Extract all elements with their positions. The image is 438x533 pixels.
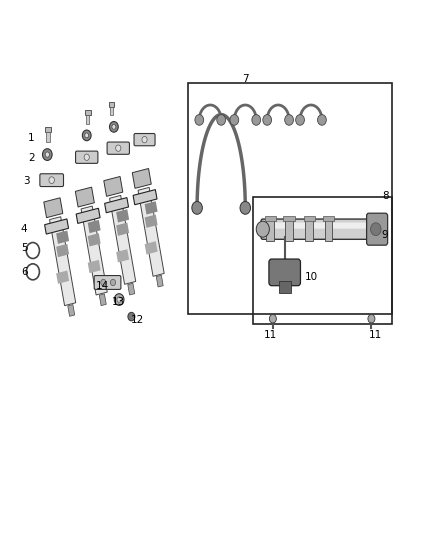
Polygon shape [105, 198, 128, 213]
Circle shape [285, 115, 293, 125]
Circle shape [45, 152, 49, 157]
Polygon shape [133, 190, 157, 205]
Polygon shape [88, 260, 101, 273]
Circle shape [217, 115, 226, 125]
Text: 3: 3 [23, 176, 30, 186]
Circle shape [49, 177, 54, 183]
Circle shape [42, 149, 52, 160]
Polygon shape [99, 294, 106, 305]
Bar [283, 216, 295, 221]
Circle shape [142, 136, 147, 143]
Bar [323, 216, 334, 221]
Polygon shape [145, 241, 158, 254]
Circle shape [269, 314, 276, 323]
Polygon shape [56, 271, 69, 284]
Text: 11: 11 [264, 330, 277, 340]
Polygon shape [128, 283, 135, 295]
FancyBboxPatch shape [134, 133, 155, 146]
Text: 8: 8 [382, 191, 389, 201]
Circle shape [252, 115, 261, 125]
Bar [45, 127, 51, 132]
Polygon shape [81, 206, 107, 295]
Polygon shape [116, 249, 129, 262]
Polygon shape [116, 209, 129, 222]
Circle shape [112, 124, 116, 130]
Bar [109, 102, 114, 107]
Polygon shape [88, 220, 101, 233]
Text: 7: 7 [242, 74, 249, 84]
Circle shape [82, 130, 91, 141]
Bar [46, 132, 50, 142]
FancyBboxPatch shape [367, 213, 388, 245]
Polygon shape [56, 231, 69, 244]
Circle shape [85, 133, 88, 138]
Circle shape [110, 122, 118, 132]
Circle shape [101, 279, 106, 286]
Polygon shape [76, 208, 100, 223]
Polygon shape [49, 217, 76, 305]
Bar [86, 115, 89, 124]
Circle shape [116, 145, 121, 151]
Bar [266, 217, 274, 241]
Circle shape [114, 294, 124, 305]
Bar [279, 281, 291, 293]
FancyBboxPatch shape [94, 276, 121, 289]
Polygon shape [104, 176, 123, 196]
Text: 2: 2 [28, 153, 35, 163]
Circle shape [368, 314, 375, 323]
Circle shape [371, 223, 381, 236]
Polygon shape [56, 244, 69, 257]
FancyBboxPatch shape [261, 219, 370, 239]
Text: 13: 13 [112, 297, 125, 306]
Circle shape [263, 115, 272, 125]
Text: 4: 4 [21, 224, 28, 234]
Circle shape [240, 201, 251, 214]
Bar [305, 217, 313, 241]
Bar [325, 217, 332, 241]
Bar [285, 217, 293, 241]
Circle shape [84, 154, 89, 160]
Polygon shape [88, 233, 101, 246]
Circle shape [256, 221, 269, 237]
Text: 1: 1 [28, 133, 35, 142]
Polygon shape [68, 304, 75, 316]
Circle shape [318, 115, 326, 125]
Polygon shape [132, 168, 151, 188]
Circle shape [230, 115, 239, 125]
Bar [265, 216, 276, 221]
Circle shape [195, 115, 204, 125]
Bar [253, 197, 392, 324]
Polygon shape [145, 201, 158, 214]
Circle shape [128, 312, 135, 321]
FancyBboxPatch shape [40, 174, 64, 187]
Polygon shape [75, 187, 94, 207]
Text: 12: 12 [131, 315, 144, 325]
Polygon shape [110, 196, 136, 284]
FancyBboxPatch shape [264, 223, 367, 229]
Polygon shape [145, 215, 158, 228]
Circle shape [110, 279, 116, 286]
Bar [188, 83, 392, 314]
FancyBboxPatch shape [269, 259, 300, 286]
FancyBboxPatch shape [76, 151, 98, 163]
Polygon shape [116, 223, 129, 236]
Text: 5: 5 [21, 244, 28, 253]
Circle shape [296, 115, 304, 125]
Polygon shape [138, 188, 164, 276]
Circle shape [192, 201, 202, 214]
FancyBboxPatch shape [107, 142, 130, 155]
Text: 6: 6 [21, 267, 28, 277]
Bar [110, 107, 113, 115]
Polygon shape [45, 219, 68, 234]
Circle shape [117, 297, 121, 302]
Polygon shape [156, 275, 163, 287]
Text: 14: 14 [96, 281, 110, 290]
Polygon shape [44, 198, 63, 217]
Bar [85, 110, 91, 115]
Text: 10: 10 [304, 272, 318, 282]
Bar [304, 216, 315, 221]
Text: 11: 11 [369, 330, 382, 340]
Text: 9: 9 [381, 230, 388, 239]
